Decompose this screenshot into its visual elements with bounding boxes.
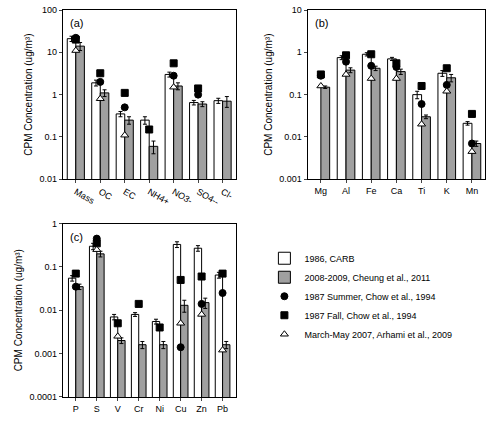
svg-text:2008-2009, Cheung et al., 2011: 2008-2009, Cheung et al., 2011 <box>304 273 430 283</box>
svg-text:0.01: 0.01 <box>39 174 57 184</box>
svg-text:0.0001: 0.0001 <box>29 392 57 402</box>
svg-text:10: 10 <box>47 47 57 57</box>
svg-text:1: 1 <box>52 219 57 229</box>
svg-text:K: K <box>444 186 450 196</box>
svg-text:Ni: Ni <box>155 404 164 414</box>
svg-text:Fe: Fe <box>366 186 377 196</box>
svg-text:NH4+: NH4+ <box>146 187 171 207</box>
svg-text:Cu: Cu <box>175 404 187 414</box>
svg-text:0.1: 0.1 <box>289 90 302 100</box>
svg-text:CPM Concentration (ug/m³): CPM Concentration (ug/m³) <box>23 33 34 155</box>
svg-text:0.1: 0.1 <box>44 132 57 142</box>
svg-text:Zn: Zn <box>196 404 207 414</box>
svg-text:V: V <box>115 404 121 414</box>
svg-text:1987 Summer, Chow et al., 1994: 1987 Summer, Chow et al., 1994 <box>304 292 435 302</box>
svg-text:0.01: 0.01 <box>39 305 57 315</box>
svg-text:March-May 2007, Arhami et al.,: March-May 2007, Arhami et al., 2009 <box>304 330 452 340</box>
svg-text:CPM Concentration (ug/m³): CPM Concentration (ug/m³) <box>263 33 274 155</box>
svg-text:Mg: Mg <box>315 186 328 196</box>
svg-text:Cr: Cr <box>134 404 144 414</box>
svg-text:Pb: Pb <box>217 404 228 414</box>
svg-text:(a): (a) <box>70 17 83 29</box>
svg-text:SO4--: SO4-- <box>195 187 221 208</box>
svg-text:1987 Fall, Chow et al., 1994: 1987 Fall, Chow et al., 1994 <box>304 311 416 321</box>
svg-text:(c): (c) <box>70 231 83 243</box>
svg-text:S: S <box>94 404 100 414</box>
svg-text:0.001: 0.001 <box>279 174 302 184</box>
svg-text:10: 10 <box>292 5 302 15</box>
svg-text:0.1: 0.1 <box>44 262 57 272</box>
svg-text:Ti: Ti <box>418 186 425 196</box>
svg-text:NO3-: NO3- <box>170 187 194 206</box>
svg-text:Mn: Mn <box>466 186 479 196</box>
svg-text:1: 1 <box>52 90 57 100</box>
svg-text:0.001: 0.001 <box>34 349 57 359</box>
svg-text:CPM Concentration (ug/m³): CPM Concentration (ug/m³) <box>13 249 24 371</box>
svg-text:100: 100 <box>42 5 57 15</box>
svg-text:Al: Al <box>342 186 350 196</box>
svg-text:P: P <box>73 404 79 414</box>
svg-text:0.01: 0.01 <box>284 132 302 142</box>
svg-text:OC: OC <box>97 187 114 203</box>
svg-text:Cl-: Cl- <box>219 187 234 201</box>
svg-text:EC: EC <box>121 187 137 202</box>
svg-text:1: 1 <box>297 47 302 57</box>
svg-text:1986, CARB: 1986, CARB <box>304 254 354 264</box>
svg-text:Ca: Ca <box>391 186 403 196</box>
svg-text:(b): (b) <box>315 17 328 29</box>
svg-text:Mass: Mass <box>73 187 97 207</box>
